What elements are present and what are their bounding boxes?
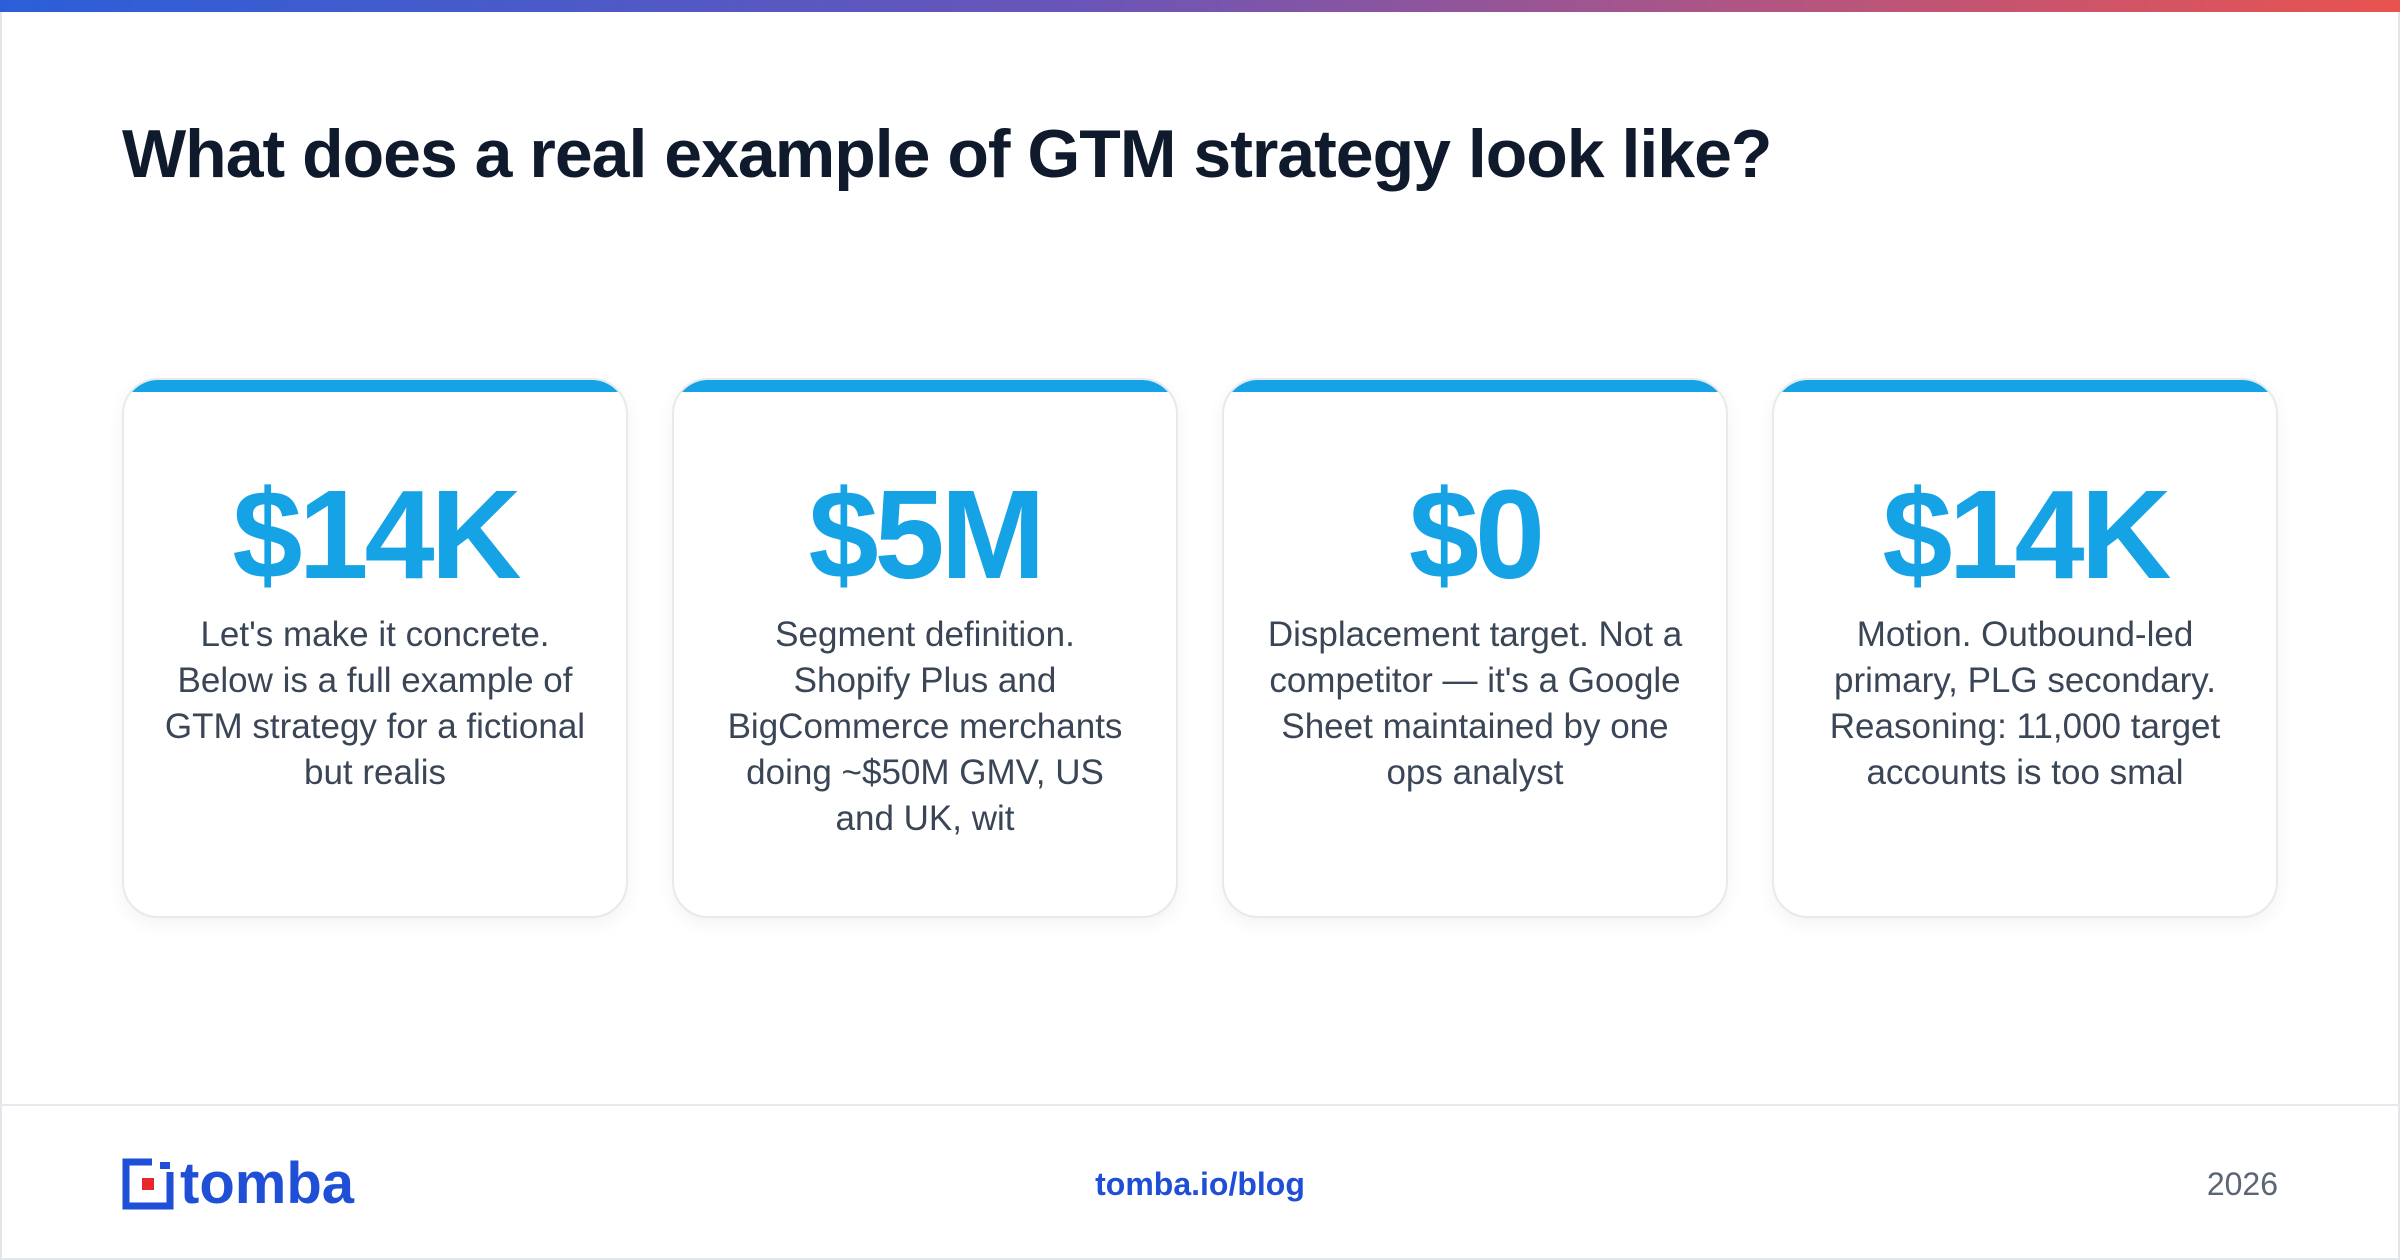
stat-card: $14K Let's make it concrete. Below is a … bbox=[122, 378, 628, 918]
card-description: Let's make it concrete. Below is a full … bbox=[164, 615, 586, 792]
card-accent-bar bbox=[1224, 380, 1726, 392]
card-stat-value: $14K bbox=[232, 464, 521, 605]
blog-link[interactable]: tomba.io/blog bbox=[1095, 1166, 1305, 1202]
stat-card: $14K Motion. Outbound-led primary, PLG s… bbox=[1772, 378, 2278, 918]
card-stat-value: $14K bbox=[1882, 464, 2171, 605]
stat-card: $5M Segment definition. Shopify Plus and… bbox=[672, 378, 1178, 918]
card-stat-value: $0 bbox=[1408, 464, 1545, 605]
logo-wordmark: tomba bbox=[180, 1151, 354, 1216]
tomba-logo-mark-icon bbox=[122, 1158, 174, 1210]
card-accent-bar bbox=[674, 380, 1176, 392]
top-gradient-bar bbox=[0, 0, 2400, 12]
footer-year: 2026 bbox=[2206, 1166, 2278, 1202]
card-description: Segment definition. Shopify Plus and Big… bbox=[727, 615, 1123, 838]
tomba-logo[interactable]: tomba bbox=[122, 1151, 354, 1216]
stat-card: $0 Displacement target. Not a competitor… bbox=[1222, 378, 1728, 918]
card-description: Displacement target. Not a competitor — … bbox=[1267, 615, 1683, 792]
card-description: Motion. Outbound-led primary, PLG second… bbox=[1829, 615, 2221, 792]
footer-divider bbox=[0, 1104, 2400, 1106]
card-accent-bar bbox=[1774, 380, 2276, 392]
page-title: What does a real example of GTM strategy… bbox=[122, 116, 1772, 192]
card-stat-value: $5M bbox=[808, 464, 1045, 605]
card-accent-bar bbox=[124, 380, 626, 392]
stat-cards: $14K Let's make it concrete. Below is a … bbox=[122, 378, 2278, 918]
